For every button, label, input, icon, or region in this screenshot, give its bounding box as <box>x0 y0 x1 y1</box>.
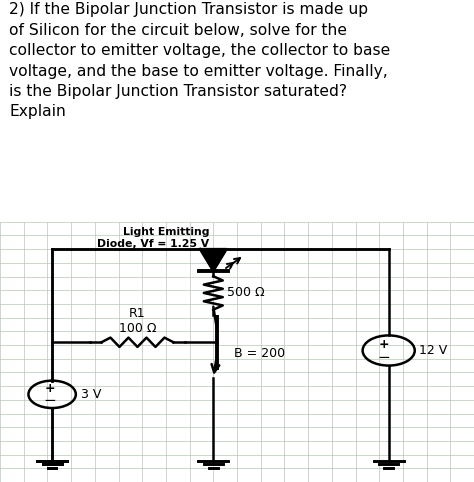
Text: Light Emitting
Diode, Vf = 1.25 V: Light Emitting Diode, Vf = 1.25 V <box>97 227 210 249</box>
Text: +: + <box>45 382 55 395</box>
Text: B = 200: B = 200 <box>234 347 285 360</box>
Text: 12 V: 12 V <box>419 344 448 357</box>
Text: +: + <box>379 338 389 351</box>
Text: −: − <box>378 349 390 364</box>
Text: 500 Ω: 500 Ω <box>227 286 264 299</box>
Text: 3 V: 3 V <box>81 388 101 401</box>
Text: R1
100 Ω: R1 100 Ω <box>118 307 156 335</box>
Polygon shape <box>200 249 227 271</box>
Text: 2) If the Bipolar Junction Transistor is made up
of Silicon for the circuit belo: 2) If the Bipolar Junction Transistor is… <box>9 2 391 120</box>
Text: −: − <box>44 393 56 408</box>
